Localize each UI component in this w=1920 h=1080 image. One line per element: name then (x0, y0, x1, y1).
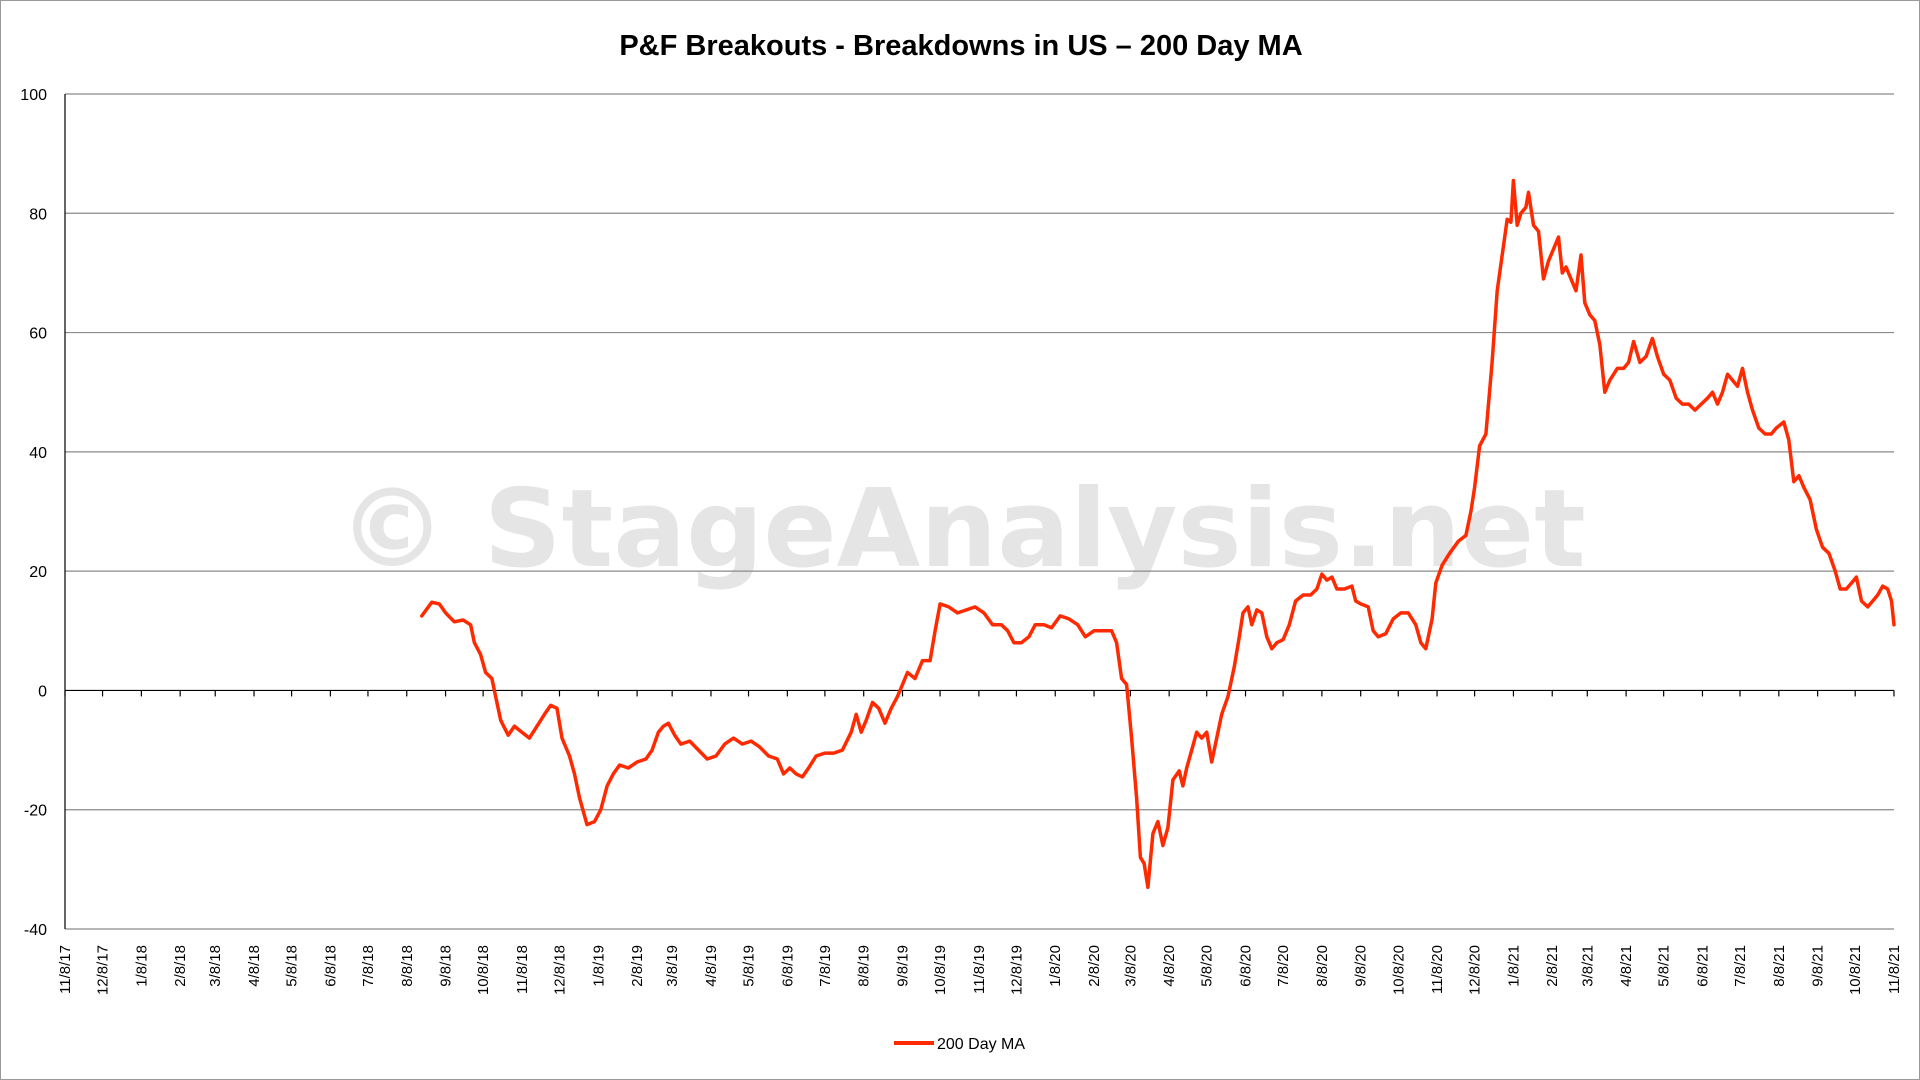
y-tick-label: -40 (24, 922, 47, 939)
watermark: © StageAnalysis.net (338, 467, 1586, 592)
x-tick-label: 3/8/21 (1579, 945, 1596, 987)
x-tick-label: 6/8/21 (1694, 945, 1711, 987)
chart-title: P&F Breakouts - Breakdowns in US – 200 D… (619, 30, 1302, 62)
x-tick-label: 11/8/20 (1429, 945, 1446, 994)
y-tick-label: 0 (38, 683, 47, 700)
x-tick-label: 3/8/20 (1122, 945, 1139, 987)
y-tick-label: 100 (20, 87, 47, 104)
y-tick-label: 40 (29, 445, 47, 462)
x-tick-label: 8/8/19 (856, 945, 873, 987)
x-tick-label: 10/8/20 (1390, 945, 1407, 995)
x-tick-label: 3/8/19 (664, 945, 681, 987)
x-tick-label: 9/8/21 (1810, 945, 1827, 987)
x-tick-label: 1/8/18 (133, 945, 150, 987)
x-tick-label: 7/8/19 (817, 945, 834, 987)
legend-label: 200 Day MA (937, 1036, 1025, 1053)
axes (64, 94, 1894, 929)
y-tick-label: 80 (29, 206, 47, 223)
legend: 200 Day MA (894, 1036, 1025, 1053)
x-tick-label: 2/8/21 (1544, 945, 1561, 987)
y-tick-label: 20 (29, 564, 47, 581)
series-layer (420, 178, 1896, 890)
x-tick-label: 4/8/19 (703, 945, 720, 987)
x-tick-label: 4/8/21 (1618, 945, 1635, 987)
x-tick-label: 12/8/18 (551, 945, 568, 995)
x-tick-label: 11/8/18 (514, 945, 531, 994)
x-tick-label: 10/8/19 (932, 945, 949, 995)
x-tick-label: 10/8/21 (1847, 945, 1864, 995)
y-axis-ticks: -40 -20 0 20 40 60 80 100 (20, 87, 47, 939)
x-tick-label: 3/8/18 (207, 945, 224, 987)
x-tick-label: 8/8/21 (1771, 945, 1788, 987)
x-tick-label: 5/8/20 (1199, 945, 1216, 987)
x-tick-label: 9/8/19 (895, 945, 912, 987)
x-tick-label: 11/8/21 (1886, 945, 1903, 994)
x-tick-label: 12/8/20 (1467, 945, 1484, 995)
x-tick-label: 2/8/18 (172, 945, 189, 987)
y-tick-label: 60 (29, 326, 47, 343)
x-tick-label: 9/8/20 (1353, 945, 1370, 987)
x-tick-label: 1/8/20 (1047, 945, 1064, 987)
x-tick-label: 12/8/19 (1008, 945, 1025, 995)
x-axis-ticks: 11/8/17 12/8/17 1/8/18 2/8/18 3/8/18 4/8/18 5/… (57, 690, 1903, 995)
y-tick-label: -20 (24, 803, 47, 820)
x-tick-label: 5/8/19 (741, 945, 758, 987)
x-tick-label: 7/8/21 (1732, 945, 1749, 987)
x-tick-label: 11/8/19 (971, 945, 988, 994)
x-tick-label: 7/8/18 (360, 945, 377, 987)
x-tick-label: 12/8/17 (95, 945, 112, 995)
gridlines (65, 93, 1894, 930)
x-tick-label: 9/8/18 (438, 945, 455, 987)
x-tick-label: 1/8/19 (590, 945, 607, 987)
x-tick-label: 5/8/18 (284, 945, 301, 987)
x-tick-label: 6/8/20 (1238, 945, 1255, 987)
x-tick-label: 4/8/18 (246, 945, 263, 987)
x-tick-label: 5/8/21 (1656, 945, 1673, 987)
x-tick-label: 4/8/20 (1161, 945, 1178, 987)
x-tick-label: 11/8/17 (57, 945, 74, 994)
x-tick-label: 2/8/20 (1086, 945, 1103, 987)
x-tick-label: 10/8/18 (475, 945, 492, 995)
x-tick-label: 6/8/19 (779, 945, 796, 987)
x-tick-label: 7/8/20 (1275, 945, 1292, 987)
x-tick-label: 2/8/19 (629, 945, 646, 987)
x-tick-label: 6/8/18 (322, 945, 339, 987)
x-tick-label: 1/8/21 (1505, 945, 1522, 987)
x-tick-label: 8/8/18 (399, 945, 416, 987)
x-tick-label: 8/8/20 (1314, 945, 1331, 987)
series-line (420, 178, 1896, 890)
